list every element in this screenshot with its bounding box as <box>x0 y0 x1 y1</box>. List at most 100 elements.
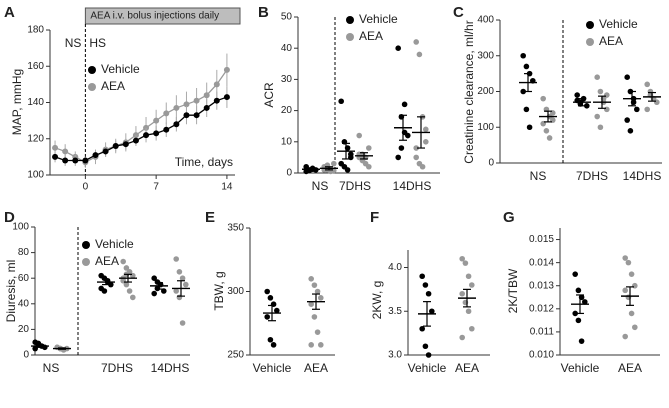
data-point <box>465 308 472 315</box>
data-point <box>624 74 630 80</box>
data-point <box>101 288 108 294</box>
y-tick-label: 100 <box>12 222 29 233</box>
data-point <box>523 63 530 70</box>
data-point <box>314 288 321 295</box>
y-axis-label: Diuresis, ml <box>4 260 18 323</box>
data-point <box>422 343 429 350</box>
y-tick-label: 4.0 <box>388 262 402 273</box>
data-point <box>628 310 635 317</box>
data-point <box>594 113 600 120</box>
y-tick-label: 20 <box>18 324 30 335</box>
legend-marker <box>346 33 354 41</box>
data-point <box>308 342 315 348</box>
y-tick-label: 0 <box>23 350 29 361</box>
data-point <box>401 101 408 108</box>
data-point <box>632 324 638 331</box>
data-point <box>308 276 315 282</box>
legend-label: AEA <box>359 29 383 43</box>
panel-letter: A <box>4 4 15 21</box>
data-point <box>575 287 582 294</box>
data-point <box>469 325 475 332</box>
panel-letter: B <box>258 4 269 21</box>
data-point <box>153 130 160 137</box>
data-point <box>423 126 429 133</box>
data-point <box>423 139 429 145</box>
data-point <box>193 97 200 104</box>
data-point <box>597 124 604 131</box>
data-point <box>173 288 179 294</box>
x-tick-label: Vehicle <box>561 361 600 375</box>
data-point <box>223 66 230 73</box>
data-point <box>163 126 170 133</box>
data-point <box>622 333 628 340</box>
legend-label: AEA <box>95 254 119 268</box>
data-point <box>398 145 405 151</box>
y-tick-label: 0.014 <box>529 257 554 268</box>
data-point <box>203 92 210 99</box>
data-point <box>348 151 354 158</box>
data-point <box>62 148 69 155</box>
data-point <box>331 167 337 174</box>
data-point <box>338 98 345 105</box>
data-point <box>405 132 411 139</box>
y-axis-label: 2K/TBW <box>506 268 520 313</box>
annotation: AEA i.v. bolus injections daily <box>90 11 219 22</box>
data-point <box>102 148 109 155</box>
data-point <box>459 334 466 341</box>
y-axis-label: MAP, mmHg <box>10 69 24 135</box>
data-point <box>584 103 590 109</box>
y-tick-label: 10 <box>281 136 293 147</box>
panel-letter: C <box>453 4 464 21</box>
legend-marker <box>88 66 96 74</box>
data-point <box>624 117 630 123</box>
data-point <box>422 282 429 288</box>
y-tick-label: 180 <box>27 25 44 36</box>
data-point <box>183 281 189 288</box>
data-point <box>419 163 426 170</box>
data-point <box>126 288 133 294</box>
data-point <box>173 256 179 262</box>
phase-label: NS <box>65 36 82 50</box>
data-point <box>223 94 230 101</box>
y-tick-label: 200 <box>477 86 494 97</box>
data-point <box>179 320 186 326</box>
y-tick-label: 250 <box>227 350 244 361</box>
y-tick-label: 0.015 <box>529 234 554 245</box>
data-point <box>130 294 136 301</box>
data-point <box>52 153 59 160</box>
y-tick-label: 40 <box>18 298 30 309</box>
data-point <box>523 106 530 113</box>
data-point <box>462 260 469 266</box>
data-point <box>267 336 274 343</box>
y-tick-label: 50 <box>281 12 293 23</box>
y-tick-label: 3.5 <box>388 306 402 317</box>
data-point <box>465 273 472 280</box>
data-point <box>331 160 337 167</box>
x-tick-label: NS <box>43 361 60 375</box>
data-point <box>425 352 432 358</box>
data-point <box>318 295 324 301</box>
x-tick-label: NS <box>530 169 547 183</box>
data-point <box>176 269 183 275</box>
phase-label: HS <box>89 36 106 50</box>
data-point <box>183 101 190 108</box>
data-point <box>520 88 526 95</box>
data-point <box>179 275 186 282</box>
legend-label: Vehicle <box>95 237 134 251</box>
data-point <box>153 117 160 124</box>
data-point <box>634 106 640 113</box>
data-point <box>264 288 271 295</box>
data-point <box>120 258 126 265</box>
data-point <box>92 152 99 159</box>
legend-label: AEA <box>599 34 623 48</box>
x-tick-label: 14DHS <box>393 179 432 193</box>
data-point <box>575 317 582 324</box>
data-point <box>366 145 372 151</box>
data-point <box>344 167 351 173</box>
legend-marker <box>586 38 594 46</box>
data-point <box>526 124 533 131</box>
legend-marker <box>82 241 90 249</box>
data-point <box>82 157 89 164</box>
x-tick-label: 7DHS <box>339 179 371 193</box>
